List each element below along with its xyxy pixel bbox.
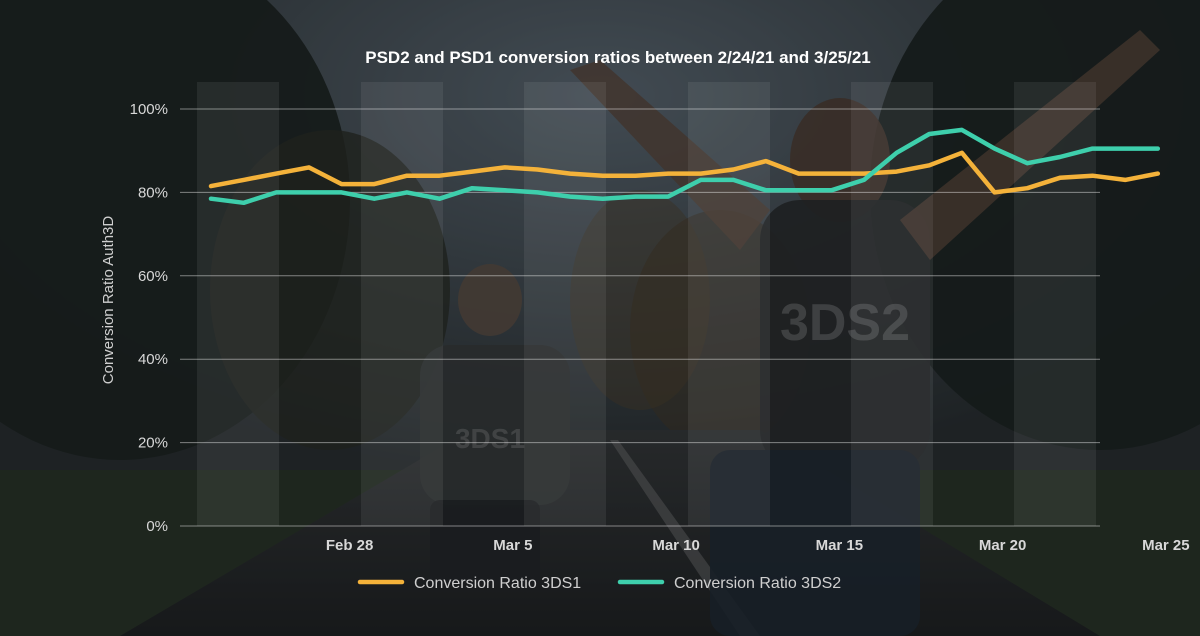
x-tick-label: Mar 20 (979, 537, 1027, 554)
x-tick-label: Mar 15 (816, 537, 864, 554)
x-axis-ticks: Feb 28 Mar 5 Mar 10 Mar 15 Mar 20 Mar 25 (326, 537, 1190, 554)
x-tick-label: Feb 28 (326, 537, 374, 554)
y-axis-ticks: 0% 20% 40% 60% 80% 100% (130, 101, 168, 535)
series-lines (208, 127, 1161, 206)
y-axis-label: Conversion Ratio Auth3D (100, 216, 117, 385)
week-band (524, 82, 606, 526)
y-tick-label: 0% (146, 518, 168, 535)
series-line-2 (208, 127, 1161, 206)
legend-label-1: Conversion Ratio 3DS1 (414, 575, 581, 592)
shirt-label-3ds2: 3DS2 (780, 294, 910, 352)
x-tick-label: Mar 25 (1142, 537, 1190, 554)
y-tick-label: 20% (138, 435, 168, 452)
week-band (688, 82, 770, 526)
y-tick-label: 60% (138, 268, 168, 285)
week-band (361, 82, 443, 526)
week-band (197, 82, 279, 526)
y-tick-label: 40% (138, 351, 168, 368)
x-tick-label: Mar 10 (652, 537, 700, 554)
legend: Conversion Ratio 3DS1 Conversion Ratio 3D… (357, 575, 841, 592)
week-bands (197, 82, 1096, 526)
series-line-1 (208, 150, 1161, 195)
x-tick-label: Mar 5 (493, 537, 532, 554)
shirt-label-3ds1: 3DS1 (455, 423, 525, 454)
week-band (851, 82, 933, 526)
chart-title: PSD2 and PSD1 conversion ratios between … (365, 48, 871, 67)
legend-label-2: Conversion Ratio 3DS2 (674, 575, 841, 592)
y-tick-label: 80% (138, 184, 168, 201)
y-tick-label: 100% (130, 101, 168, 118)
